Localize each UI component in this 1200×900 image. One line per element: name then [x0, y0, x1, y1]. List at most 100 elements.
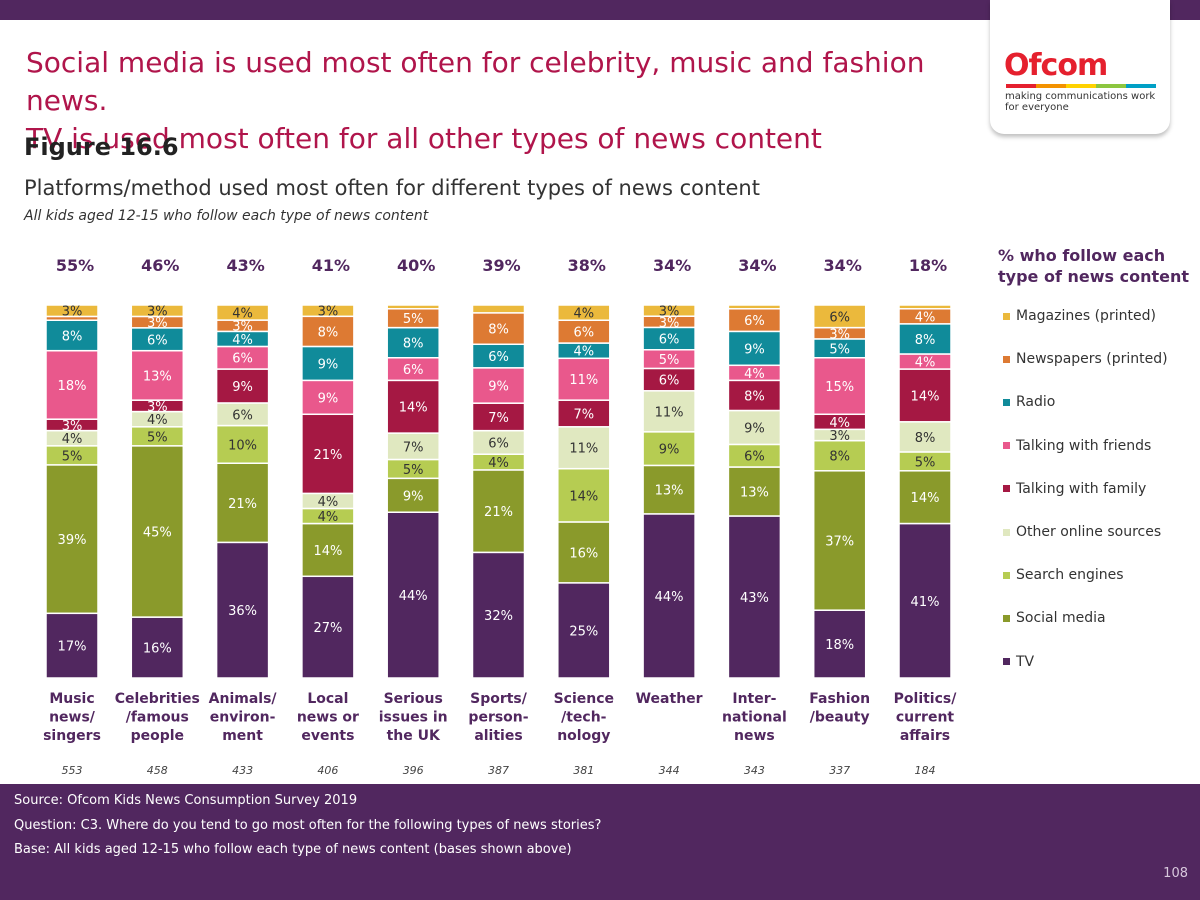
data-label: 8% — [829, 450, 850, 465]
legend-label: Other online sources — [1016, 524, 1162, 540]
data-label: 6% — [147, 333, 168, 348]
bar-segment — [812, 304, 867, 329]
data-label: 9% — [744, 421, 765, 436]
bar-segment — [130, 349, 185, 401]
data-label: 4% — [915, 310, 936, 325]
bar-segment — [642, 464, 696, 515]
data-label: 9% — [318, 357, 339, 372]
category-label: people — [131, 728, 184, 744]
category-label: environ- — [210, 710, 276, 726]
legend-label: Talking with family — [1016, 480, 1147, 497]
footer-base: Base: All kids aged 12-15 who follow eac… — [14, 842, 572, 857]
category-label: national — [722, 710, 787, 726]
bar-segment — [215, 424, 270, 464]
follow-percentage: 39% — [482, 256, 520, 275]
legend-item: Social media — [1003, 608, 1106, 628]
data-label: 6% — [232, 408, 253, 423]
base-count: 458 — [147, 764, 168, 777]
data-label: 18% — [825, 638, 854, 653]
data-label: 25% — [569, 624, 598, 639]
chart-subtitle: All kids aged 12-15 who follow each type… — [24, 208, 429, 224]
data-label: 11% — [569, 442, 598, 457]
category-label: current — [896, 710, 955, 726]
bar-segment — [301, 304, 355, 318]
bar-segment — [727, 330, 782, 367]
category-label: /beauty — [810, 710, 870, 726]
legend-item: Magazines (printed) — [1003, 306, 1156, 326]
data-label: 7% — [403, 440, 424, 455]
category-label: Animals/ — [209, 691, 278, 707]
logo-tagline: making communications work for everyone — [1005, 91, 1155, 113]
bar-segment — [898, 323, 952, 355]
base-count: 343 — [744, 764, 765, 777]
data-label: 3% — [318, 305, 339, 320]
data-label: 39% — [58, 533, 87, 548]
bar-segment — [898, 470, 952, 525]
follow-percentage: 18% — [909, 256, 947, 275]
data-label: 14% — [911, 491, 940, 506]
category-label: nology — [557, 728, 610, 744]
data-label: 8% — [915, 431, 936, 446]
bar-segment — [898, 304, 952, 310]
category-label: affairs — [900, 728, 950, 744]
data-label: 3% — [147, 305, 168, 320]
logo-card — [990, 0, 1170, 134]
data-label: 3% — [232, 320, 253, 335]
data-label: 4% — [915, 356, 936, 371]
stacked-bar-chart: 17%39%5%4%3%18%8%3%55%Musicnews/singers5… — [43, 256, 957, 777]
data-label: 3% — [147, 316, 168, 331]
category-label: the UK — [387, 728, 441, 744]
bar-segment — [301, 315, 355, 348]
legend-item: Search engines — [1003, 565, 1124, 585]
base-count: 387 — [488, 764, 509, 777]
follow-percentage: 41% — [312, 256, 350, 275]
legend-label: Search engines — [1016, 567, 1124, 584]
data-label: 4% — [744, 367, 765, 382]
data-label: 9% — [403, 489, 424, 504]
data-label: 27% — [313, 621, 342, 636]
data-label: 11% — [655, 405, 684, 420]
data-label: 3% — [829, 327, 850, 342]
legend-item: Talking with family — [1003, 479, 1146, 499]
follow-percentage: 40% — [397, 256, 435, 275]
logo-color-stripe — [1006, 84, 1156, 88]
follow-percentage: 34% — [824, 256, 862, 275]
data-label: 21% — [313, 448, 342, 463]
data-label: 9% — [488, 379, 509, 394]
follow-percentage: 34% — [653, 256, 691, 275]
bar-segment — [727, 304, 782, 310]
data-label: 7% — [573, 407, 594, 422]
top-banner — [0, 0, 1200, 20]
category-label: singers — [43, 728, 101, 744]
data-label: 5% — [915, 455, 936, 470]
data-label: 7% — [488, 411, 509, 426]
data-label: 43% — [740, 591, 769, 606]
data-label: 3% — [62, 305, 83, 320]
footer-question: Question: C3. Where do you tend to go mo… — [14, 818, 602, 833]
category-label: Local — [307, 691, 348, 707]
bar-segment — [471, 367, 526, 404]
data-label: 44% — [399, 589, 428, 604]
data-label: 10% — [228, 438, 257, 453]
legend-swatch — [1003, 398, 1010, 406]
data-label: 14% — [399, 401, 428, 416]
bar-segment — [386, 432, 440, 461]
data-label: 13% — [143, 369, 172, 384]
category-label: issues in — [379, 710, 448, 726]
data-label: 21% — [228, 497, 257, 512]
data-label: 16% — [569, 546, 598, 561]
legend-item: Talking with friends — [1003, 436, 1151, 456]
data-label: 3% — [62, 419, 83, 434]
bar-segment — [45, 319, 99, 352]
bar-segment — [386, 379, 440, 434]
bar-segment — [727, 515, 782, 679]
data-label: 5% — [62, 449, 83, 464]
data-label: 8% — [318, 325, 339, 340]
legend-swatch — [1003, 528, 1010, 536]
legend-item: Radio — [1003, 392, 1055, 412]
bar-segment — [642, 513, 696, 679]
data-label: 5% — [659, 353, 680, 368]
legend-swatch — [1003, 571, 1010, 579]
bar-segment — [727, 409, 782, 446]
data-label: 6% — [403, 363, 424, 378]
